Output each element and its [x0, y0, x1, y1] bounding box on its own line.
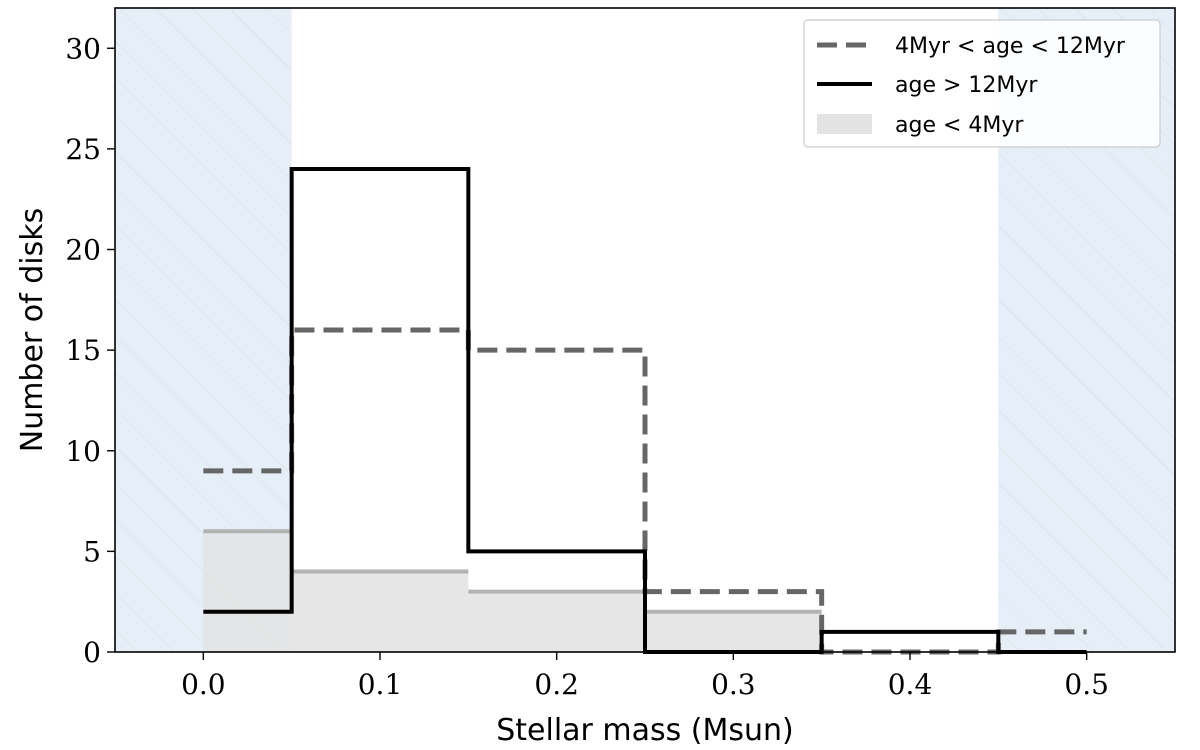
bar-age-lt-4myr-1 [291, 571, 469, 652]
legend: 4Myr < age < 12Myr age > 12Myr age < 4Myr [803, 19, 1161, 148]
histogram-bars [203, 167, 1087, 655]
y-tick-label-6: 30 [65, 32, 101, 65]
x-tick-label-0: 0.0 [181, 668, 226, 701]
axes: 0.0 0.1 0.2 0.3 0.4 0.5 0 5 10 15 20 25 30 [65, 7, 1176, 701]
plot-frame [114, 7, 1176, 653]
legend-label: 4Myr < age < 12Myr [895, 34, 1126, 59]
y-tick-label-2: 10 [65, 435, 101, 468]
legend-box [803, 19, 1161, 148]
bar-age-lt-4myr-0 [203, 531, 292, 652]
x-tick-label-1: 0.1 [358, 668, 403, 701]
y-tick-label-4: 20 [65, 234, 101, 267]
bar-age-lt-4myr-2 [468, 591, 645, 652]
x-axis-label: Stellar mass (Msun) [496, 713, 794, 748]
x-tick-label-2: 0.2 [534, 668, 579, 701]
y-tick-label-5: 25 [65, 133, 101, 166]
series-line-gt-12myr [203, 167, 1087, 654]
legend-label: age > 12Myr [895, 73, 1038, 98]
legend-item-gt-12myr: age > 12Myr [817, 73, 1038, 98]
legend-item-lt-4myr: age < 4Myr [817, 113, 1024, 138]
x-tick-label-5: 0.5 [1064, 668, 1109, 701]
legend-label: age < 4Myr [895, 113, 1024, 138]
bar-age-lt-4myr-3 [645, 611, 822, 652]
y-tick-label-0: 0 [83, 636, 101, 669]
x-tick-label-4: 0.4 [888, 668, 933, 701]
legend-item-4-12myr: 4Myr < age < 12Myr [817, 34, 1126, 59]
y-axis-label: Number of disks [15, 208, 50, 453]
y-tick-label-1: 5 [83, 535, 101, 568]
legend-swatch-filled [817, 114, 872, 134]
y-tick-label-3: 15 [65, 334, 101, 367]
x-tick-label-3: 0.3 [711, 668, 756, 701]
